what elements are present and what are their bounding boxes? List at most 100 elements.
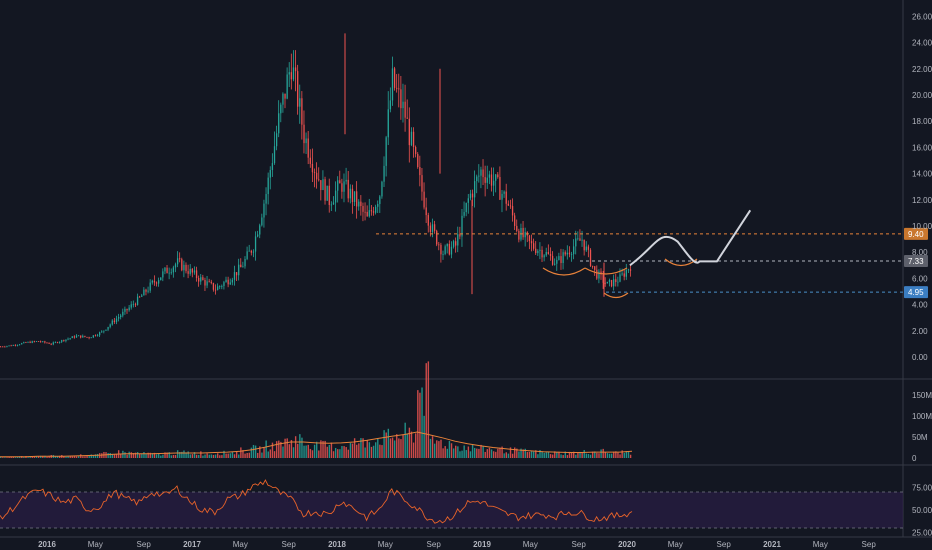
candle[interactable] bbox=[404, 84, 406, 132]
candle[interactable] bbox=[307, 131, 309, 165]
volume-bar[interactable] bbox=[269, 449, 272, 458]
volume-bar[interactable] bbox=[501, 446, 503, 458]
volume-bar[interactable] bbox=[499, 447, 501, 458]
volume-bar[interactable] bbox=[316, 441, 318, 458]
candle[interactable] bbox=[54, 341, 57, 344]
candle[interactable] bbox=[115, 315, 118, 325]
volume-bar[interactable] bbox=[101, 453, 103, 458]
price-axis[interactable]: 0.00 2.00 4.00 6.00 8.00 10.00 12.00 14.00 16.00… bbox=[912, 12, 932, 362]
volume-bar[interactable] bbox=[463, 445, 465, 458]
volume-bar[interactable] bbox=[307, 444, 309, 458]
candle[interactable] bbox=[73, 335, 76, 339]
candle[interactable] bbox=[621, 268, 623, 276]
volume-bar[interactable] bbox=[292, 447, 295, 458]
candle[interactable] bbox=[564, 250, 566, 257]
volume-bar[interactable] bbox=[345, 447, 347, 458]
volume-bar[interactable] bbox=[573, 451, 575, 458]
volume-bar[interactable] bbox=[257, 452, 259, 458]
volume-bar[interactable] bbox=[522, 449, 524, 458]
volume-bar[interactable] bbox=[27, 457, 29, 458]
candle[interactable] bbox=[206, 275, 208, 289]
volume-bar[interactable] bbox=[465, 450, 467, 458]
candle[interactable] bbox=[495, 173, 497, 193]
volume-bar[interactable] bbox=[440, 439, 442, 458]
candle[interactable] bbox=[282, 92, 284, 113]
volume-bar[interactable] bbox=[113, 454, 116, 458]
candle[interactable] bbox=[543, 254, 545, 262]
volume-bar[interactable] bbox=[120, 454, 122, 458]
volume-bar[interactable] bbox=[364, 447, 366, 458]
candle[interactable] bbox=[273, 131, 276, 165]
candle[interactable] bbox=[96, 333, 99, 337]
volume-bar[interactable] bbox=[516, 448, 518, 458]
volume-bar[interactable] bbox=[231, 451, 234, 458]
volume-bar[interactable] bbox=[518, 451, 520, 458]
candle[interactable] bbox=[328, 178, 330, 213]
volume-bar[interactable] bbox=[305, 445, 307, 458]
candle[interactable] bbox=[50, 343, 52, 346]
price-levels[interactable]: 9.40 7.33 4.95 bbox=[376, 227, 928, 299]
candle[interactable] bbox=[299, 84, 301, 124]
volume-bar[interactable] bbox=[471, 444, 474, 458]
volume-bar[interactable] bbox=[570, 452, 573, 458]
volume-bar[interactable] bbox=[556, 452, 558, 458]
candle[interactable] bbox=[242, 261, 244, 268]
volume-bar[interactable] bbox=[474, 447, 476, 458]
volume-bar[interactable] bbox=[488, 447, 491, 458]
candle[interactable] bbox=[463, 201, 465, 218]
volume-bar[interactable] bbox=[149, 452, 151, 458]
candle[interactable] bbox=[412, 127, 415, 158]
candle[interactable] bbox=[198, 275, 200, 287]
volume-bar[interactable] bbox=[10, 456, 12, 458]
volume-bar[interactable] bbox=[568, 451, 571, 458]
candle[interactable] bbox=[0, 346, 2, 348]
volume-bar[interactable] bbox=[495, 451, 497, 458]
candle[interactable] bbox=[448, 240, 451, 256]
candle[interactable] bbox=[191, 268, 194, 278]
volume-bar[interactable] bbox=[136, 452, 139, 458]
candle[interactable] bbox=[63, 339, 65, 342]
candle[interactable] bbox=[246, 246, 248, 261]
volume-bar[interactable] bbox=[324, 440, 326, 458]
candle[interactable] bbox=[387, 91, 389, 145]
candle[interactable] bbox=[511, 198, 514, 222]
candle[interactable] bbox=[518, 228, 520, 243]
candle[interactable] bbox=[238, 258, 240, 281]
volume-bar[interactable] bbox=[530, 451, 533, 458]
candle[interactable] bbox=[311, 148, 314, 182]
candle[interactable] bbox=[368, 198, 370, 218]
volume-bar[interactable] bbox=[514, 447, 516, 458]
volume-bar[interactable] bbox=[433, 443, 436, 458]
volume-bar[interactable] bbox=[448, 441, 451, 458]
volume-bar[interactable] bbox=[265, 440, 267, 458]
candle[interactable] bbox=[153, 275, 156, 286]
candle[interactable] bbox=[2, 346, 4, 348]
candle[interactable] bbox=[486, 165, 488, 189]
volume-bar[interactable] bbox=[452, 448, 455, 458]
volume-bar[interactable] bbox=[65, 456, 67, 458]
volume-bar[interactable] bbox=[326, 446, 328, 458]
candle[interactable] bbox=[44, 340, 46, 344]
volume-bar[interactable] bbox=[297, 443, 299, 458]
candle[interactable] bbox=[467, 194, 469, 214]
volume-bar[interactable] bbox=[541, 451, 543, 458]
volume-bar[interactable] bbox=[581, 452, 583, 458]
volume-bar[interactable] bbox=[551, 454, 554, 458]
volume-bar[interactable] bbox=[438, 441, 440, 458]
volume-bar[interactable] bbox=[235, 451, 238, 458]
volume-bar[interactable] bbox=[604, 452, 607, 458]
volume-bar[interactable] bbox=[427, 361, 430, 458]
volume-bar[interactable] bbox=[417, 390, 419, 458]
volume-bar[interactable] bbox=[562, 455, 564, 458]
candle[interactable] bbox=[252, 249, 255, 258]
candle[interactable] bbox=[25, 341, 27, 344]
candle[interactable] bbox=[111, 319, 113, 326]
candle[interactable] bbox=[229, 278, 231, 285]
volume-bar[interactable] bbox=[267, 451, 269, 458]
candle[interactable] bbox=[469, 189, 472, 201]
volume-bar[interactable] bbox=[221, 455, 223, 458]
candle[interactable] bbox=[46, 342, 48, 344]
volume-bar[interactable] bbox=[96, 453, 99, 458]
volume-bar[interactable] bbox=[478, 448, 480, 458]
volume-bar[interactable] bbox=[37, 455, 40, 458]
